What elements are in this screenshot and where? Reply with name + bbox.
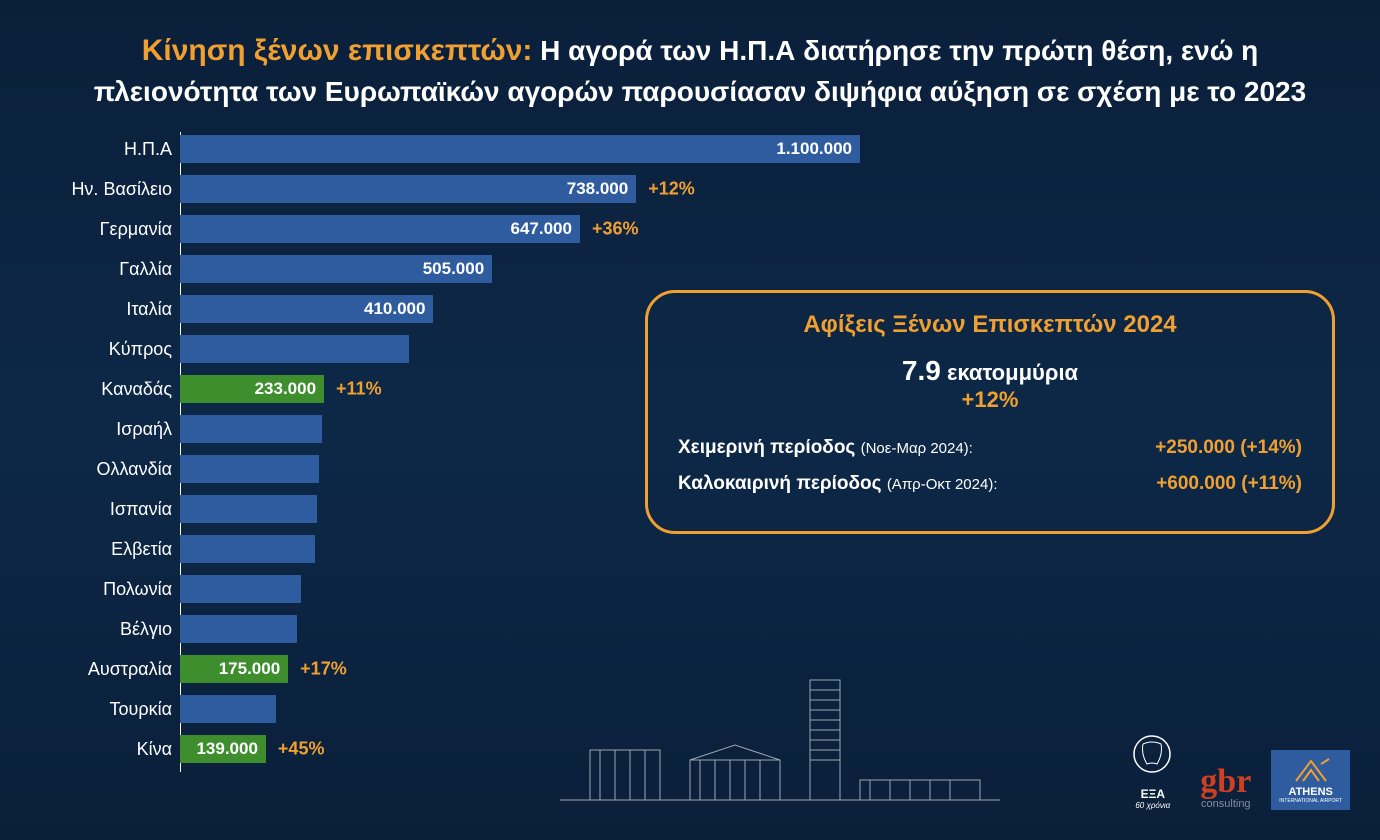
bar-label: Βέλγιο (60, 619, 180, 640)
bar: 139.000 (180, 735, 266, 763)
bar-pct: +45% (278, 739, 325, 760)
bar-label: Ισπανία (60, 499, 180, 520)
bar-container (180, 575, 880, 603)
bar-pct: +36% (592, 219, 639, 240)
athens-logo: ATHENS INTERNATIONAL AIRPORT (1271, 750, 1350, 810)
bar-label: Αυστραλία (60, 659, 180, 680)
bar-label: Γερμανία (60, 219, 180, 240)
exa-sub: 60 χρόνια (1135, 801, 1170, 810)
bar: 175.000 (180, 655, 288, 683)
gbr-logo: gbr consulting (1200, 767, 1251, 810)
bar-label: Πολωνία (60, 579, 180, 600)
bar: 505.000 (180, 255, 492, 283)
bar-label: Η.Π.Α (60, 139, 180, 160)
bar-label: Κίνα (60, 739, 180, 760)
bar-label: Ολλανδία (60, 459, 180, 480)
info-box-total-pct: +12% (678, 387, 1302, 413)
bar-row: Ην. Βασίλειο738.000 +12% (60, 170, 880, 208)
bar (180, 615, 297, 643)
info-row: Χειμερινή περίοδος (Νοε-Μαρ 2024):+250.0… (678, 437, 1302, 459)
bar-row: Γαλλία505.000 (60, 250, 880, 288)
gbr-label: gbr (1200, 767, 1251, 798)
summary-info-box: Αφίξεις Ξένων Επισκεπτών 2024 7.9 εκατομ… (645, 290, 1335, 534)
info-box-title: Αφίξεις Ξένων Επισκεπτών 2024 (678, 311, 1302, 339)
athens-sub: INTERNATIONAL AIRPORT (1279, 798, 1342, 804)
bar-label: Ιταλία (60, 299, 180, 320)
bar (180, 495, 317, 523)
bar-row: Πολωνία (60, 570, 880, 608)
exa-label: ΕΞΑ (1141, 787, 1165, 801)
gbr-sub: consulting (1201, 798, 1251, 810)
bar-label: Ισραήλ (60, 419, 180, 440)
bar-row: Βέλγιο (60, 610, 880, 648)
bar-row: Η.Π.Α1.100.000 (60, 130, 880, 168)
bar (180, 415, 322, 443)
total-number: 7.9 (902, 355, 941, 386)
athens-label: ATHENS (1288, 786, 1332, 798)
bar-container: 1.100.000 (180, 135, 880, 163)
info-box-total: 7.9 εκατομμύρια (678, 355, 1302, 387)
bar (180, 335, 409, 363)
footer-logos: ΕΞΑ 60 χρόνια gbr consulting ATHENS INTE… (1125, 732, 1350, 810)
bar-label: Ελβετία (60, 539, 180, 560)
exa-logo: ΕΞΑ 60 χρόνια (1125, 732, 1180, 810)
bar (180, 695, 276, 723)
bar-container: 738.000 +12% (180, 175, 880, 203)
title-highlight: Κίνηση ξένων επισκεπτών: (142, 34, 533, 67)
bar (180, 535, 315, 563)
bar-row: Γερμανία647.000 +36% (60, 210, 880, 248)
info-row-label: Χειμερινή περίοδος (Νοε-Μαρ 2024): (678, 437, 1155, 459)
bar (180, 455, 319, 483)
info-box-rows: Χειμερινή περίοδος (Νοε-Μαρ 2024):+250.0… (678, 437, 1302, 495)
bar-label: Κύπρος (60, 339, 180, 360)
bar-pct: +11% (336, 379, 382, 400)
bar-pct: +17% (300, 659, 347, 680)
bar-container (180, 535, 880, 563)
slide-header: Κίνηση ξένων επισκεπτών: Η αγορά των Η.Π… (0, 0, 1380, 121)
skyline-decoration (560, 670, 1000, 810)
bar-label: Τουρκία (60, 699, 180, 720)
bar-label: Καναδάς (60, 379, 180, 400)
bar: 410.000 (180, 295, 433, 323)
bar: 1.100.000 (180, 135, 860, 163)
bar: 233.000 (180, 375, 324, 403)
bar-row: Ελβετία (60, 530, 880, 568)
bar-container (180, 615, 880, 643)
bar-label: Γαλλία (60, 259, 180, 280)
bar-pct: +12% (648, 179, 695, 200)
bar: 647.000 (180, 215, 580, 243)
info-row-label: Καλοκαιρινή περίοδος (Απρ-Οκτ 2024): (678, 473, 1156, 495)
bar-container: 647.000 +36% (180, 215, 880, 243)
bar: 738.000 (180, 175, 636, 203)
bar-container: 505.000 (180, 255, 880, 283)
bar (180, 575, 301, 603)
info-row: Καλοκαιρινή περίοδος (Απρ-Οκτ 2024):+600… (678, 473, 1302, 495)
info-row-value: +250.000 (+14%) (1155, 437, 1302, 459)
title-text: Κίνηση ξένων επισκεπτών: Η αγορά των Η.Π… (70, 30, 1330, 111)
bar-label: Ην. Βασίλειο (60, 179, 180, 200)
info-row-value: +600.000 (+11%) (1156, 473, 1302, 495)
total-unit: εκατομμύρια (941, 360, 1078, 385)
